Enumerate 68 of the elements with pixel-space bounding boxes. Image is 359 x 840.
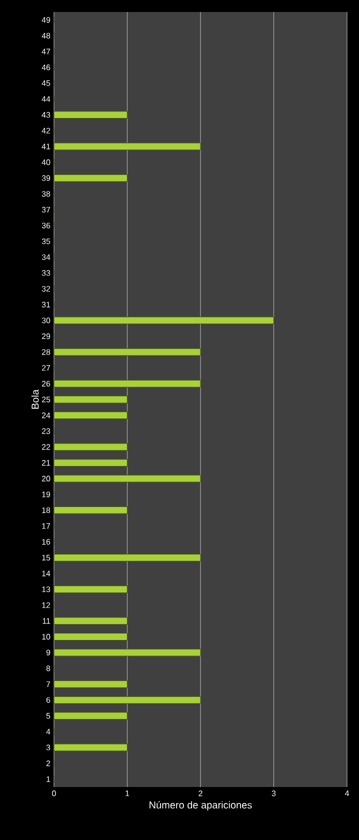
y-tick-label: 19	[42, 492, 50, 498]
y-tick-label: 15	[42, 554, 50, 560]
y-tick-label: 47	[42, 48, 50, 54]
y-tick-label: 24	[42, 412, 50, 418]
y-tick-label: 31	[42, 302, 50, 308]
y-tick-label: 48	[42, 32, 50, 39]
y-tick-label: 17	[42, 523, 50, 529]
y-tick-label: 1	[46, 776, 50, 782]
y-tick-label: 49	[42, 17, 50, 23]
x-tick-label: 0	[52, 790, 56, 796]
y-tick-label: 3	[46, 744, 50, 750]
bar	[54, 111, 128, 119]
bar	[54, 712, 128, 720]
y-tick-label: 22	[42, 444, 50, 450]
y-tick-label: 20	[42, 476, 50, 482]
bar	[54, 458, 128, 467]
x-axis-title: Número de apariciones	[150, 801, 252, 811]
y-tick-label: 30	[42, 318, 50, 324]
y-tick-label: 37	[42, 206, 50, 213]
x-tick-label: 3	[272, 790, 276, 796]
bar	[54, 174, 128, 182]
x-tick-label: 4	[344, 790, 349, 796]
y-tick-label: 5	[46, 713, 50, 719]
y-tick-label: 26	[42, 380, 50, 387]
y-tick-label: 23	[42, 428, 50, 434]
bar	[54, 380, 201, 388]
bar	[54, 554, 201, 562]
y-tick-label: 33	[42, 270, 50, 276]
y-tick-label: 4	[46, 728, 50, 734]
y-tick-label: 7	[46, 681, 50, 687]
y-tick-label: 21	[42, 460, 50, 466]
y-tick-label: 18	[42, 507, 50, 514]
y-tick-label: 34	[42, 254, 50, 260]
y-tick-label: 11	[42, 618, 50, 624]
y-tick-label: 46	[42, 64, 50, 70]
y-tick-label: 9	[46, 650, 50, 656]
bar	[54, 632, 128, 641]
y-tick-label: 10	[42, 634, 50, 640]
y-tick-label: 29	[42, 333, 50, 340]
y-tick-label: 44	[42, 96, 50, 102]
y-tick-label: 25	[42, 396, 50, 402]
y-axis-title: Bola	[31, 389, 39, 409]
bar	[54, 586, 128, 594]
bar	[54, 680, 128, 688]
y-tick-label: 36	[42, 222, 50, 228]
y-tick-label: 12	[42, 602, 50, 608]
y-tick-label: 41	[42, 144, 50, 150]
y-tick-label: 35	[42, 238, 50, 244]
y-tick-label: 39	[42, 175, 50, 181]
y-tick-label: 8	[46, 666, 50, 672]
y-tick-label: 27	[42, 365, 50, 371]
bar	[54, 474, 201, 482]
y-tick-label: 6	[46, 697, 50, 703]
y-tick-label: 28	[42, 349, 50, 355]
x-tick-label: 1	[126, 790, 130, 796]
x-tick-label: 2	[198, 790, 202, 796]
y-tick-label: 2	[46, 760, 50, 766]
y-tick-label: 13	[42, 586, 50, 592]
y-tick-label: 43	[42, 112, 50, 118]
y-tick-label: 40	[42, 159, 50, 166]
y-tick-label: 38	[42, 191, 50, 197]
y-tick-label: 42	[42, 128, 50, 134]
bar	[54, 506, 128, 514]
y-tick-label: 16	[42, 539, 50, 545]
bar	[54, 412, 128, 420]
y-tick-label: 45	[42, 80, 50, 86]
y-tick-label: 14	[42, 570, 50, 576]
y-tick-label: 32	[42, 286, 50, 292]
